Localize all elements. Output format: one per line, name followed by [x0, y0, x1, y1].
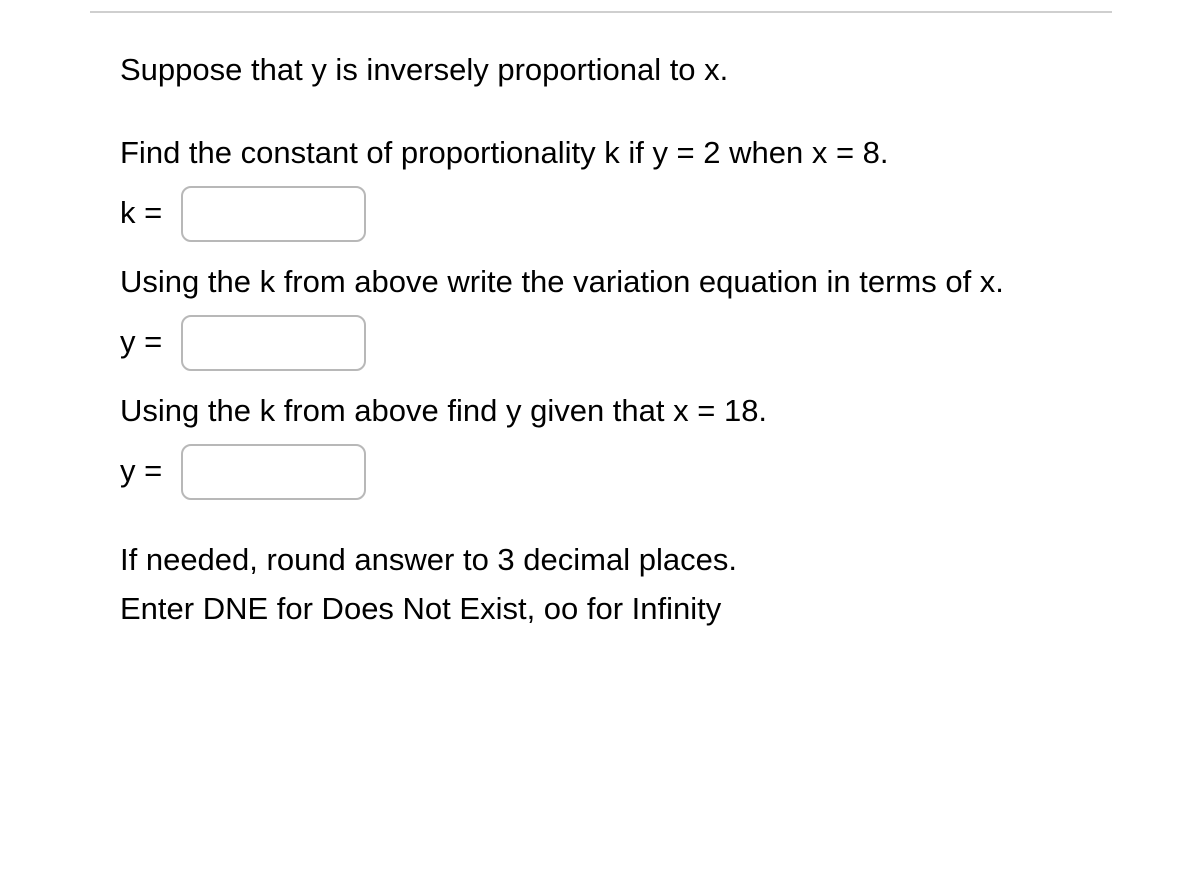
- y-value-input[interactable]: [181, 444, 366, 500]
- part1-input-row: k =: [120, 186, 1085, 242]
- part2-input-row: y =: [120, 315, 1085, 371]
- k-input[interactable]: [181, 186, 366, 242]
- part3-label: y =: [120, 449, 171, 494]
- footer-block: If needed, round answer to 3 decimal pla…: [120, 538, 1085, 632]
- y-equation-input[interactable]: [181, 315, 366, 371]
- question-content: Suppose that y is inversely proportional…: [120, 48, 1085, 636]
- part1-prompt: Find the constant of proportionality k i…: [120, 131, 1085, 176]
- footer-line-2: Enter DNE for Does Not Exist, oo for Inf…: [120, 587, 1085, 632]
- part2-label: y =: [120, 320, 171, 365]
- part3-prompt: Using the k from above find y given that…: [120, 389, 1085, 434]
- footer-line-1: If needed, round answer to 3 decimal pla…: [120, 538, 1085, 583]
- intro-text: Suppose that y is inversely proportional…: [120, 48, 1085, 93]
- part1-label: k =: [120, 191, 171, 236]
- question-page: Suppose that y is inversely proportional…: [0, 0, 1200, 874]
- part3-input-row: y =: [120, 444, 1085, 500]
- top-rule: [90, 11, 1112, 13]
- part2-prompt: Using the k from above write the variati…: [120, 260, 1085, 305]
